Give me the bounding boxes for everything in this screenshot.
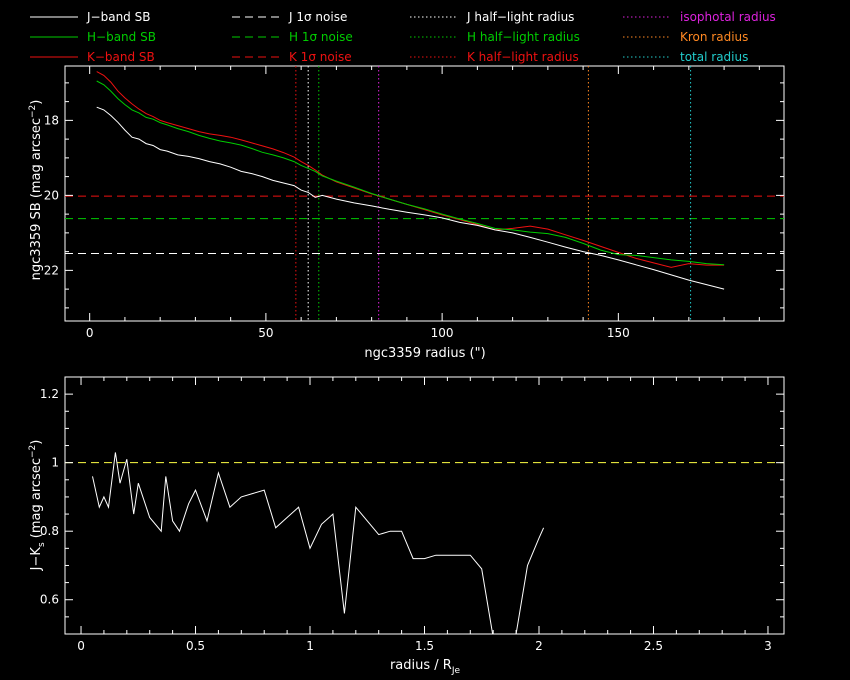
- legend-label-6: K 1σ noise: [289, 50, 352, 64]
- legend-label-12: total radius: [680, 50, 748, 64]
- legend-label-11: Kron radius: [680, 30, 748, 44]
- bottom-y-tick-label: 1: [51, 456, 59, 470]
- bottom-x-tick-label: 3: [764, 639, 772, 653]
- j-k-color-series: [92, 452, 545, 634]
- top-y-tick-label: 22: [44, 263, 59, 277]
- h-band-sb-series: [96, 80, 725, 266]
- color-profile-panel: 0 0.5 1 1.5 2 2.5 3 0.6 0.8 1 1.2 radius / RJe J−K…: [28, 376, 785, 676]
- bottom-x-tick-label: 0.5: [186, 639, 205, 653]
- top-y-tick-label: 20: [44, 188, 59, 202]
- legend-label-1: J−band SB: [86, 10, 150, 24]
- bottom-y-tick-label: 0.8: [40, 524, 59, 538]
- legend-label-2: H−band SB: [87, 30, 156, 44]
- sb-profile-panel: 0 50 100 150 18 20 22 ngc3359 radius (") ngc33…: [28, 65, 785, 361]
- top-y-tick-label: 18: [44, 113, 59, 127]
- j-band-sb-series: [96, 106, 725, 290]
- legend-label-10: isophotal radius: [680, 10, 776, 24]
- bottom-y-tick-label: 1.2: [40, 387, 59, 401]
- bottom-y-tick-label: 0.6: [40, 593, 59, 607]
- top-x-tick-label: 150: [607, 326, 630, 340]
- k-band-sb-series: [96, 71, 725, 268]
- legend-label-5: H 1σ noise: [289, 30, 353, 44]
- top-x-tick-label: 50: [258, 326, 273, 340]
- top-x-axis-label: ngc3359 radius ("): [364, 346, 485, 361]
- legend-label-7: J half−light radius: [466, 10, 574, 24]
- bottom-x-tick-label: 0: [77, 639, 85, 653]
- top-x-tick-label: 100: [431, 326, 454, 340]
- legend-label-8: H half−light radius: [467, 30, 580, 44]
- bottom-x-tick-label: 2: [535, 639, 543, 653]
- top-plot-frame: [64, 65, 785, 322]
- bottom-x-tick-label: 1: [306, 639, 314, 653]
- top-y-axis-label: ngc3359 SB (mag arcsec−2): [28, 100, 44, 281]
- top-x-tick-label: 0: [86, 326, 94, 340]
- bottom-x-axis-label: radius / RJe: [390, 658, 461, 676]
- bottom-x-tick-label: 2.5: [644, 639, 663, 653]
- legend-label-3: K−band SB: [87, 50, 155, 64]
- legend: J−band SB H−band SB K−band SB J 1σ noise H 1…: [30, 10, 776, 64]
- legend-label-9: K half−light radius: [467, 50, 579, 64]
- bottom-x-tick-label: 1.5: [415, 639, 434, 653]
- bottom-y-axis-label: J−Ks (mag arcsec−2): [28, 440, 47, 572]
- legend-label-4: J 1σ noise: [288, 10, 347, 24]
